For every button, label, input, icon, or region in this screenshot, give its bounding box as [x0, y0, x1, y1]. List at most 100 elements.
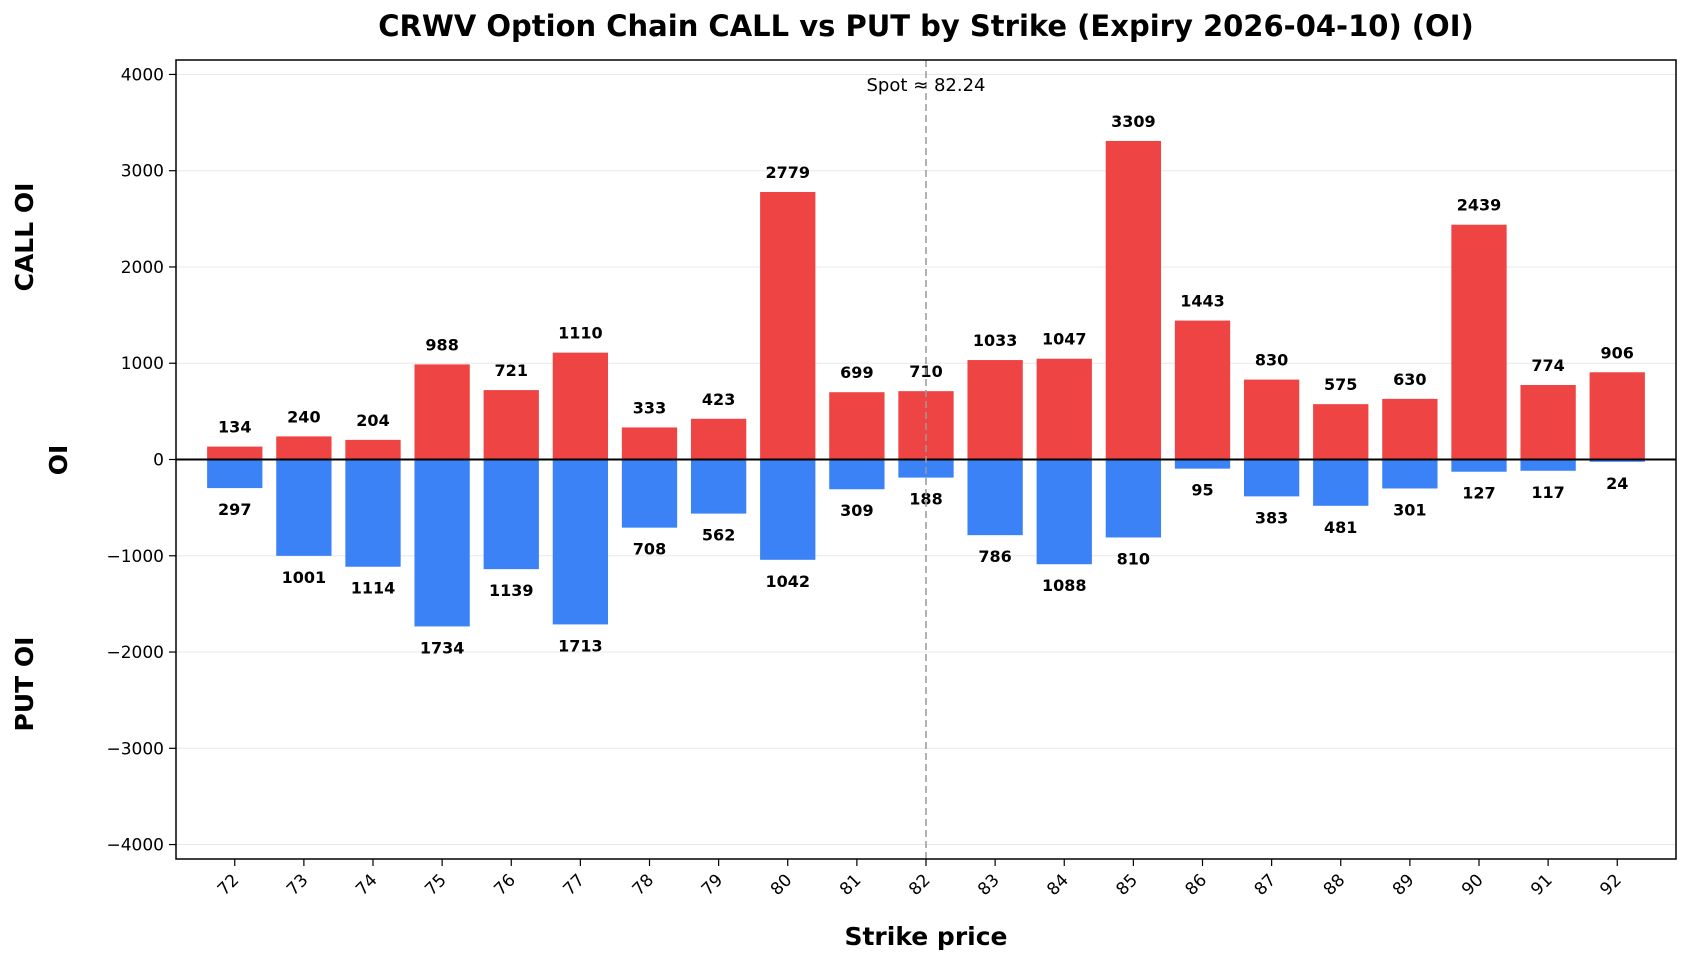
put-bar: [760, 459, 816, 560]
call-value-label: 240: [287, 407, 320, 426]
x-tick-label: 81: [836, 870, 865, 899]
put-bar: [1174, 459, 1231, 469]
put-value-label: 309: [840, 501, 873, 520]
put-bar: [1451, 459, 1507, 472]
put-bar: [1382, 459, 1438, 489]
call-value-label: 204: [356, 411, 389, 430]
put-bar: [207, 459, 263, 489]
y-tick-label: 2000: [121, 258, 164, 278]
x-tick-label: 87: [1251, 870, 1280, 899]
call-value-label: 575: [1324, 375, 1357, 394]
put-value-label: 1114: [351, 579, 396, 598]
call-value-label: 830: [1255, 351, 1288, 370]
put-bar: [1036, 459, 1092, 565]
call-bar: [760, 191, 816, 460]
y-tick-label: −3000: [106, 739, 164, 759]
y-tick-label: 4000: [121, 65, 164, 85]
put-bar: [276, 459, 332, 556]
call-value-label: 333: [633, 398, 666, 417]
call-value-label: 3309: [1111, 112, 1156, 131]
call-bar: [1243, 379, 1300, 460]
put-bar: [552, 459, 609, 625]
call-bar: [1589, 372, 1645, 460]
chart-title: CRWV Option Chain CALL vs PUT by Strike …: [378, 9, 1474, 43]
x-tick-label: 85: [1112, 870, 1141, 899]
call-bar: [1036, 358, 1092, 460]
x-tick-label: 77: [559, 870, 588, 899]
spot-label: Spot ≈ 82.24: [867, 75, 986, 96]
y-axis-ticks: 4000 3000 2000 1000 0 −1000 −2000 −3000 −4000: [106, 65, 176, 856]
call-value-label: 906: [1601, 343, 1634, 362]
x-tick-label: 90: [1458, 870, 1487, 899]
put-value-label: 301: [1393, 500, 1426, 519]
call-bar: [1105, 140, 1162, 460]
put-bar: [1589, 459, 1645, 462]
call-bar: [483, 390, 539, 460]
put-value-label: 1734: [420, 638, 465, 657]
call-value-label: 1443: [1180, 292, 1225, 311]
call-value-label: 423: [702, 390, 735, 409]
put-bar: [967, 459, 1023, 536]
x-axis-label: Strike price: [844, 922, 1007, 951]
call-value-label: 699: [840, 363, 873, 382]
x-tick-label: 72: [214, 870, 243, 899]
call-bar: [552, 352, 609, 460]
y-tick-label: 0: [153, 451, 164, 471]
put-value-label: 481: [1324, 518, 1357, 537]
call-bar: [1382, 398, 1438, 460]
call-value-label: 1110: [558, 324, 603, 343]
x-tick-label: 80: [767, 870, 796, 899]
x-axis-ticks: 72 73 74 75 76 77 78 79 80 81 82 83 84 85 86 87 88 89 90 91…: [214, 859, 1626, 900]
call-value-label: 134: [218, 418, 251, 437]
put-bar: [621, 459, 678, 528]
put-bar: [1105, 459, 1162, 538]
call-value-label: 1033: [973, 331, 1018, 350]
x-tick-label: 89: [1389, 870, 1418, 899]
call-bar: [1313, 404, 1369, 460]
put-value-label: 383: [1255, 508, 1288, 527]
put-value-label: 1042: [765, 572, 810, 591]
call-bar: [1451, 224, 1507, 460]
put-bar: [345, 459, 401, 567]
put-value-label: 297: [218, 500, 251, 519]
put-bar: [483, 459, 539, 570]
put-bar: [1243, 459, 1300, 497]
x-tick-label: 82: [905, 870, 934, 899]
call-bar: [345, 439, 401, 460]
x-tick-label: 84: [1043, 870, 1072, 899]
put-value-label: 127: [1462, 484, 1495, 503]
put-value-label: 562: [702, 526, 735, 545]
y-axis-label-call: CALL OI: [10, 183, 39, 292]
put-value-label: 1088: [1042, 576, 1087, 595]
put-value-label: 188: [909, 490, 942, 509]
call-bar: [207, 446, 263, 460]
x-tick-label: 75: [421, 870, 450, 899]
bar-labels: 134 297 240 1001 204 1114 988 1734 721 1139 1110 17…: [218, 112, 1634, 657]
put-value-label: 24: [1606, 474, 1628, 493]
call-bar: [1174, 320, 1231, 460]
call-value-label: 2439: [1457, 196, 1502, 215]
y-axis-label: OI: [44, 445, 73, 476]
x-tick-label: 79: [698, 870, 727, 899]
x-tick-label: 76: [490, 870, 519, 899]
call-bar: [967, 360, 1023, 460]
call-bar: [414, 364, 470, 460]
put-value-label: 786: [978, 547, 1011, 566]
call-value-label: 2779: [765, 163, 810, 182]
y-tick-label: 1000: [121, 354, 164, 374]
call-bar: [276, 436, 332, 460]
put-value-label: 1139: [489, 581, 534, 600]
y-tick-label: 3000: [121, 162, 164, 182]
y-tick-label: −1000: [106, 547, 164, 567]
call-value-label: 721: [495, 361, 528, 380]
put-bar: [1520, 459, 1576, 471]
put-value-label: 117: [1531, 483, 1564, 502]
call-value-label: 774: [1531, 356, 1564, 375]
put-bar: [414, 459, 470, 627]
y-axis-label-put: PUT OI: [10, 637, 39, 732]
y-tick-label: −2000: [106, 643, 164, 663]
x-tick-label: 91: [1527, 870, 1556, 899]
put-bar: [829, 459, 885, 490]
y-tick-label: −4000: [106, 836, 164, 856]
